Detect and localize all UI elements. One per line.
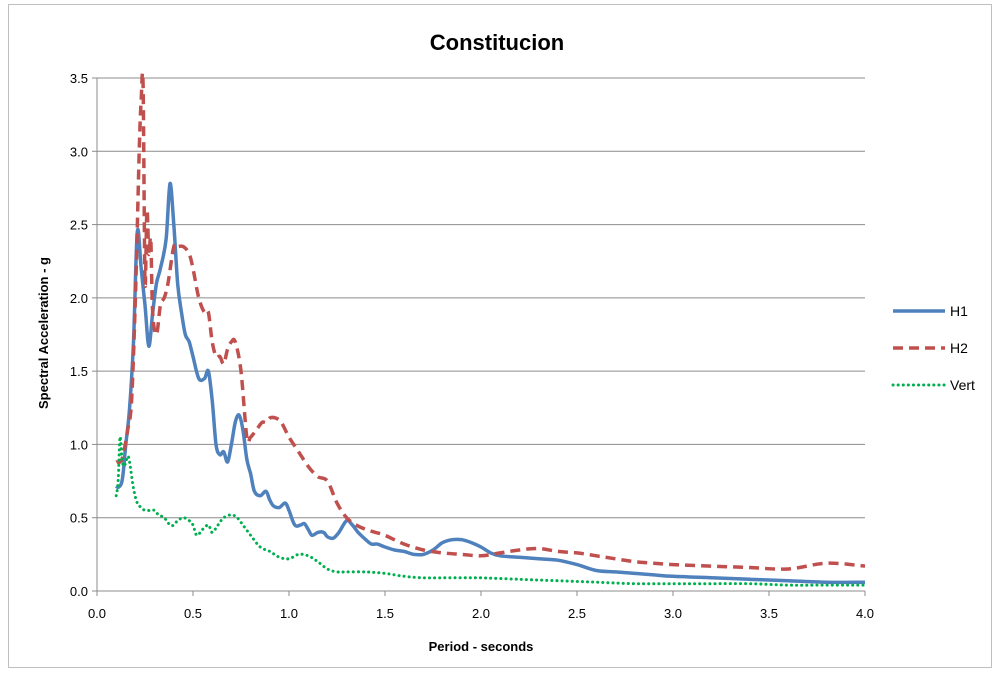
legend: H1 H2 Vert	[891, 303, 975, 393]
x-tick-label: 2.5	[568, 606, 586, 621]
y-tick-label: 1.0	[70, 437, 88, 452]
x-tick-label: 4.0	[856, 606, 874, 621]
chart-title: Constitucion	[430, 30, 564, 55]
series-line-vert	[114, 435, 867, 587]
x-axis-title: Period - seconds	[429, 639, 534, 654]
legend-label-h1: H1	[950, 303, 968, 319]
x-tick-label: 3.0	[664, 606, 682, 621]
y-axis-title: Spectral Acceleration - g	[36, 257, 51, 409]
series-line-h2	[115, 71, 866, 571]
x-tick-label: 1.5	[376, 606, 394, 621]
x-tick-label: 3.5	[760, 606, 778, 621]
grid-layer	[97, 77, 865, 519]
x-tick-label: 0.5	[184, 606, 202, 621]
y-tick-label: 3.5	[70, 71, 88, 86]
series-line-h1	[114, 181, 866, 585]
y-tick-label: 2.5	[70, 218, 88, 233]
legend-label-h2: H2	[950, 340, 968, 356]
legend-label-vert: Vert	[950, 377, 975, 393]
y-tick-label: 0.5	[70, 511, 88, 526]
series-layer	[114, 71, 867, 587]
y-tick-label: 2.0	[70, 291, 88, 306]
x-tick-label: 0.0	[88, 606, 106, 621]
x-tick-label: 1.0	[280, 606, 298, 621]
y-tick-label: 1.5	[70, 364, 88, 379]
x-tick-label: 2.0	[472, 606, 490, 621]
y-tick-label: 3.0	[70, 144, 88, 159]
axis-layer: 0.0 0.5 1.0 1.5 2.0 2.5 3.0 3.5 0.0 0.5 1.0 1.5 2.0 2…	[70, 71, 874, 621]
y-tick-label: 0.0	[70, 584, 88, 599]
